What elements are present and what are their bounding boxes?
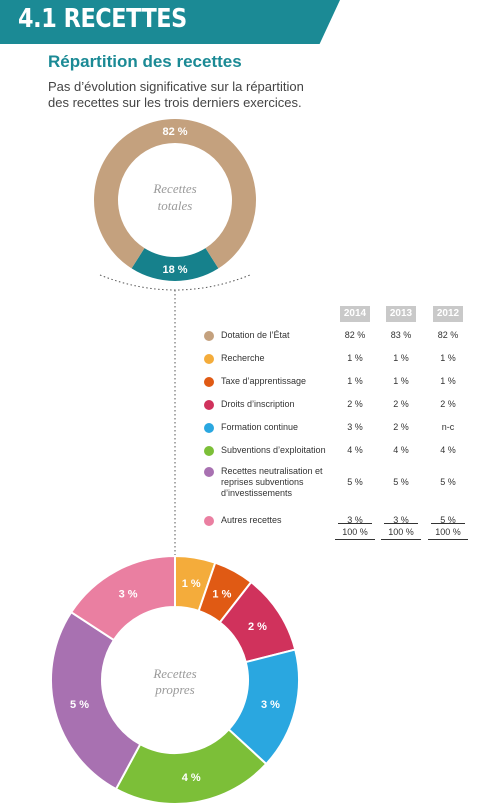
- legend-dot: [204, 331, 214, 341]
- bottom-label-operating-subsidies: 4 %: [182, 772, 201, 784]
- bottom-label-tuition: 2 %: [248, 621, 267, 633]
- section-title: Répartition des recettes: [48, 52, 242, 71]
- row-value: 1 %: [347, 353, 363, 363]
- bottom-label-other: 3 %: [119, 588, 138, 600]
- bottom-center-label-2: propres: [154, 682, 194, 697]
- sum-divider: [384, 523, 418, 524]
- year-header-2014: 2014: [340, 306, 370, 322]
- row-label: Taxe d’apprentissage: [221, 376, 307, 386]
- bottom-center-label-1: Recettes: [152, 666, 196, 681]
- row-label: Dotation de l’État: [221, 330, 290, 340]
- bottom-slice-other: [69, 554, 176, 642]
- row-value: 1 %: [347, 376, 363, 386]
- top-center-label-2: totales: [158, 198, 193, 213]
- bottom-label-research: 1 %: [182, 578, 201, 590]
- own-revenue-donut: 1 % 1 % 2 % 3 % 4 % 5 % 3 %: [50, 554, 300, 805]
- row-label: Formation continue: [221, 422, 299, 432]
- top-slice-own-revenue: [131, 248, 219, 281]
- row-value: 2 %: [347, 399, 363, 409]
- top-label-state-grant: 82 %: [162, 126, 187, 138]
- row-value: 82 %: [437, 330, 459, 340]
- row-value: 1 %: [393, 376, 409, 386]
- row-value: 3 %: [347, 515, 363, 525]
- row-value: 5 %: [440, 477, 456, 487]
- row-value: 5 %: [393, 477, 409, 487]
- legend-dot: [204, 354, 214, 364]
- page-title: 4.1 RECETTES: [18, 4, 187, 34]
- year-header-2013: 2013: [386, 306, 416, 322]
- row-value: 2 %: [393, 399, 409, 409]
- row-value: 82 %: [344, 330, 366, 340]
- row-label: Autres recettes: [221, 515, 282, 525]
- row-value: 4 %: [347, 445, 363, 455]
- row-value: 3 %: [393, 515, 409, 525]
- year-header-2012: 2012: [433, 306, 463, 322]
- row-label: Recherche: [221, 353, 265, 363]
- bracket-dotted-line: [99, 274, 251, 291]
- row-value: 1 %: [440, 376, 456, 386]
- top-slice-state-grant: [93, 118, 256, 269]
- total-value: 100 %: [428, 527, 468, 540]
- legend-dot: [204, 377, 214, 387]
- row-value: n-c: [441, 422, 455, 432]
- row-label: Droits d’inscription: [221, 399, 295, 409]
- legend-dot: [204, 423, 214, 433]
- row-value: 5 %: [347, 477, 363, 487]
- intro-text: Pas d’évolution significative sur la rép…: [48, 79, 304, 110]
- row-value: 83 %: [390, 330, 412, 340]
- row-value: 1 %: [393, 353, 409, 363]
- row-value: 3 %: [347, 422, 363, 432]
- total-value: 100 %: [381, 527, 421, 540]
- row-value: 4 %: [393, 445, 409, 455]
- total-value: 100 %: [335, 527, 375, 540]
- legend-dot: [204, 467, 214, 477]
- row-value: 1 %: [440, 353, 456, 363]
- row-value: 2 %: [440, 399, 456, 409]
- legend-dot: [204, 516, 214, 526]
- row-label: Subventions d’exploitation: [221, 445, 326, 455]
- bottom-label-apprenticeship-tax: 1 %: [212, 588, 231, 600]
- top-label-own-revenue: 18 %: [162, 264, 187, 276]
- row-label: Recettes neutralisation et reprises subv…: [221, 466, 323, 498]
- total-revenue-donut: 18 % 82 %: [93, 118, 256, 281]
- bottom-label-neutralisation: 5 %: [70, 699, 89, 711]
- top-center-label-1: Recettes: [152, 181, 196, 196]
- legend-dot: [204, 446, 214, 456]
- row-value: 5 %: [440, 515, 456, 525]
- legend-dot: [204, 400, 214, 410]
- bottom-label-continuing-education: 3 %: [261, 699, 280, 711]
- sum-divider: [431, 523, 465, 524]
- row-value: 2 %: [393, 422, 409, 432]
- row-value: 4 %: [440, 445, 456, 455]
- title-banner: [0, 0, 340, 44]
- bottom-slice-neutralisation: [50, 610, 142, 791]
- sum-divider: [338, 523, 372, 524]
